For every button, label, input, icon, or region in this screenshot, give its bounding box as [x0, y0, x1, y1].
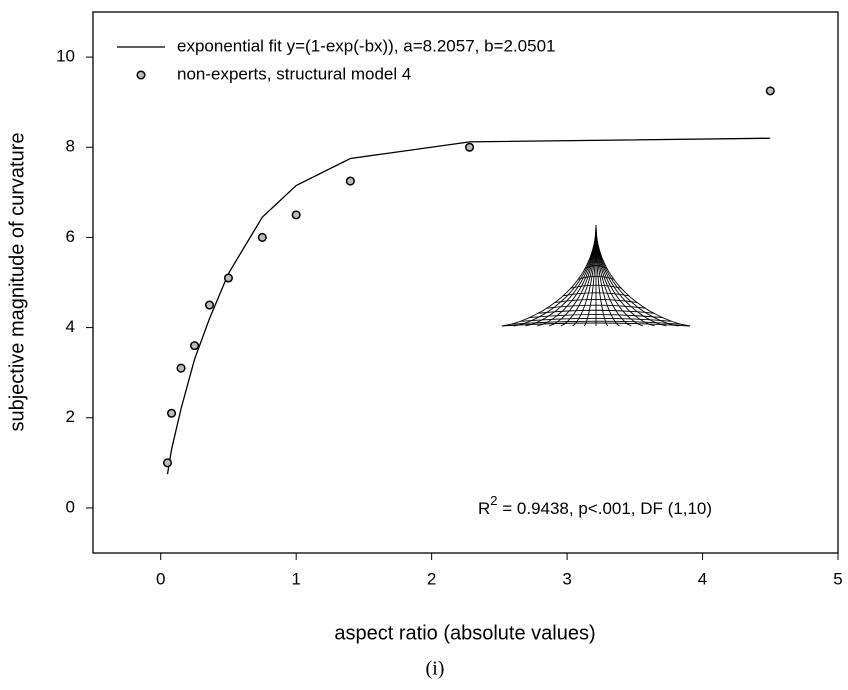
- mesh-line: [529, 314, 663, 319]
- legend-label: exponential fit y=(1-exp(-bx)), a=8.2057…: [177, 36, 556, 55]
- mesh-line: [595, 224, 691, 327]
- annotation-part: R: [478, 499, 490, 518]
- x-tick-label: 2: [427, 569, 436, 588]
- y-axis-label: subjective magnitude of curvature: [6, 132, 28, 431]
- mesh-line: [501, 322, 691, 327]
- x-tick-label: 1: [291, 569, 300, 588]
- annotation-sup: 2: [490, 493, 497, 508]
- caption: (i): [426, 658, 445, 680]
- plot-frame: [92, 11, 839, 554]
- mesh-line: [595, 224, 679, 327]
- mesh-line: [584, 265, 608, 269]
- x-tick-label: 4: [698, 569, 707, 588]
- data-point: [167, 408, 177, 418]
- mesh-line: [513, 224, 597, 327]
- data-point: [162, 458, 173, 468]
- mesh-icon: [501, 224, 691, 327]
- mesh-line: [590, 250, 602, 255]
- mesh-line: [563, 292, 629, 297]
- data-point: [176, 363, 186, 373]
- data-point: [190, 341, 200, 351]
- data-point: [345, 176, 355, 186]
- y-tick-label: 4: [66, 317, 75, 336]
- x-tick-label: 0: [156, 569, 165, 588]
- data-point: [465, 142, 475, 152]
- annotation: R2 = 0.9438, p<.001, DF (1,10): [478, 493, 712, 518]
- mesh-line: [511, 320, 681, 325]
- data-point: [257, 232, 267, 242]
- fit-line: [166, 137, 771, 475]
- data-point: [223, 273, 234, 283]
- y-tick-label: 6: [66, 227, 75, 246]
- y-tick-label: 2: [66, 407, 75, 426]
- mesh-line: [538, 309, 654, 314]
- y-tick-label: 0: [66, 497, 75, 516]
- mesh-line: [520, 317, 672, 322]
- data-point: [204, 300, 215, 310]
- mesh-line: [546, 304, 646, 309]
- legend-label: non-experts, structural model 4: [177, 64, 411, 83]
- mesh-line: [525, 224, 597, 327]
- data-point: [765, 86, 775, 96]
- y-tick-label: 8: [66, 137, 75, 156]
- mesh-line: [570, 284, 622, 289]
- x-axis-label: aspect ratio (absolute values): [334, 622, 595, 644]
- annotation-part: = 0.9438, p<.001, DF (1,10): [498, 499, 713, 518]
- mesh-line: [578, 275, 614, 280]
- mesh-line: [555, 298, 637, 303]
- x-tick-label: 3: [562, 569, 571, 588]
- mesh-line: [595, 224, 667, 327]
- x-tick-label: 5: [833, 569, 842, 588]
- data-point: [291, 210, 301, 220]
- y-tick-label: 10: [56, 47, 75, 66]
- legend-marker: [136, 70, 146, 80]
